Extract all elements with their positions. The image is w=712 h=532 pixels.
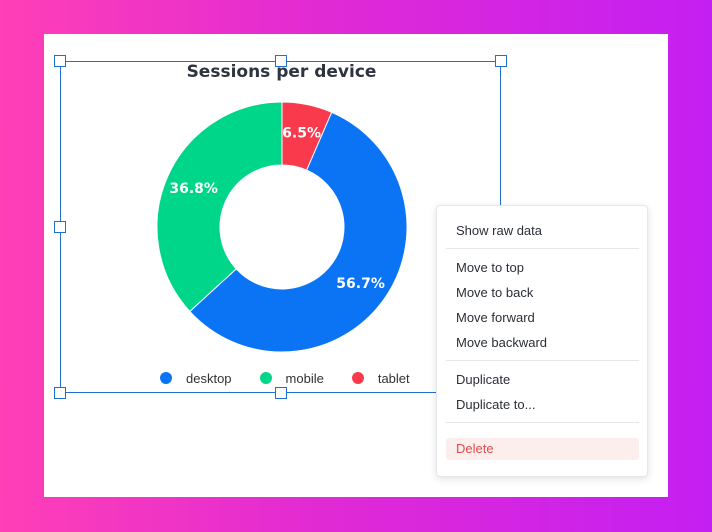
resize-handle-top-center[interactable] bbox=[275, 55, 287, 67]
legend-item-tablet[interactable]: tablet bbox=[351, 370, 410, 386]
menu-item-duplicate-to[interactable]: Duplicate to... bbox=[456, 397, 536, 412]
slice-mobile[interactable] bbox=[156, 101, 283, 313]
menu-item-show-raw-data[interactable]: Show raw data bbox=[456, 223, 542, 238]
resize-handle-bottom-center[interactable] bbox=[275, 387, 287, 399]
data-label-tablet: 6.5% bbox=[282, 126, 321, 142]
data-label-desktop: 56.7% bbox=[336, 276, 385, 292]
menu-item-move-to-top[interactable]: Move to top bbox=[456, 260, 524, 275]
resize-handle-bottom-left[interactable] bbox=[54, 387, 66, 399]
donut-chart[interactable]: 56.7% 36.8% 6.5% bbox=[44, 34, 519, 404]
selection-frame[interactable] bbox=[54, 55, 507, 399]
slice-desktop[interactable] bbox=[189, 111, 408, 353]
chart-title: Sessions per device bbox=[186, 62, 377, 82]
context-menu: Show raw data Move to top Move to back M… bbox=[436, 205, 648, 477]
legend-marker-desktop bbox=[160, 372, 172, 384]
menu-item-delete[interactable]: Delete bbox=[446, 438, 639, 460]
chart-legend: desktop mobile tablet bbox=[160, 369, 438, 387]
data-label-mobile: 36.8% bbox=[169, 181, 218, 197]
legend-label-mobile: mobile bbox=[285, 370, 324, 386]
menu-item-duplicate[interactable]: Duplicate bbox=[456, 372, 511, 387]
menu-item-move-forward[interactable]: Move forward bbox=[456, 310, 535, 325]
legend-item-desktop[interactable]: desktop bbox=[160, 371, 232, 386]
resize-handle-top-left[interactable] bbox=[54, 55, 66, 67]
legend-item-mobile[interactable]: mobile bbox=[259, 370, 324, 386]
menu-separator bbox=[446, 248, 639, 249]
legend-label-tablet: tablet bbox=[377, 370, 410, 386]
menu-item-move-to-back[interactable]: Move to back bbox=[456, 285, 534, 300]
slice-tablet[interactable] bbox=[281, 101, 333, 171]
resize-handle-middle-left[interactable] bbox=[54, 221, 66, 233]
menu-separator bbox=[446, 422, 639, 423]
menu-item-move-backward[interactable]: Move backward bbox=[456, 335, 548, 350]
legend-label-desktop: desktop bbox=[186, 370, 232, 386]
legend-marker-mobile bbox=[259, 372, 272, 384]
resize-handle-top-right[interactable] bbox=[495, 55, 507, 67]
menu-separator bbox=[446, 360, 639, 361]
legend-marker-tablet bbox=[351, 372, 364, 384]
